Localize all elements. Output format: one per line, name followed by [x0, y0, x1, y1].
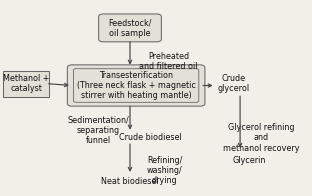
Text: Feedstock/
oil sample: Feedstock/ oil sample: [108, 18, 152, 38]
Text: Methanol +
catalyst: Methanol + catalyst: [3, 74, 49, 93]
FancyBboxPatch shape: [99, 14, 161, 42]
FancyBboxPatch shape: [67, 65, 205, 106]
Text: Refining/
washing/
drying: Refining/ washing/ drying: [147, 156, 183, 185]
FancyBboxPatch shape: [3, 71, 49, 97]
Text: Transesterification
(Three neck flask + magnetic
stirrer with heating mantle): Transesterification (Three neck flask + …: [77, 71, 196, 100]
Text: Sedimentation/
separating
funnel: Sedimentation/ separating funnel: [67, 115, 129, 145]
Text: Glycerin: Glycerin: [232, 156, 266, 165]
Text: Crude
glycerol: Crude glycerol: [217, 74, 249, 93]
Text: Preheated
and filtered oil: Preheated and filtered oil: [139, 52, 198, 71]
Text: Neat biodiesel: Neat biodiesel: [101, 177, 158, 186]
Text: Crude biodiesel: Crude biodiesel: [119, 133, 182, 142]
Text: Glycerol refining
and
methanol recovery: Glycerol refining and methanol recovery: [223, 123, 300, 153]
